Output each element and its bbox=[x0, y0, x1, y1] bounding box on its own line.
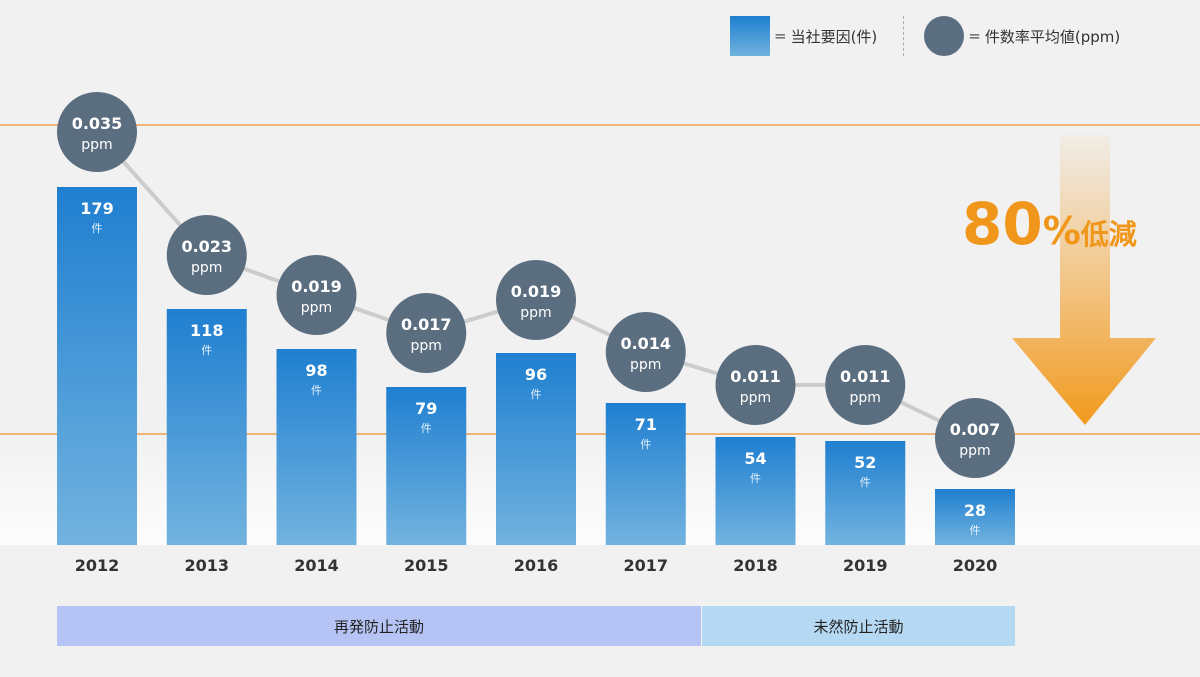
rate-unit-2018: ppm bbox=[740, 390, 771, 406]
bar-value-2017: 71 bbox=[635, 415, 657, 434]
bar-2020 bbox=[935, 489, 1015, 545]
bar-2018 bbox=[715, 437, 796, 545]
rate-value-2019: 0.011 bbox=[840, 367, 891, 386]
legend: = 当社要因(件) = 件数率平均値(ppm) bbox=[730, 14, 1120, 58]
rate-unit-2016: ppm bbox=[520, 305, 551, 321]
rate-unit-2019: ppm bbox=[850, 390, 881, 406]
rate-unit-2013: ppm bbox=[191, 260, 222, 276]
bar-unit-2020: 件 bbox=[970, 524, 981, 537]
legend-bar-swatch bbox=[730, 16, 770, 56]
rate-value-2018: 0.011 bbox=[730, 367, 781, 386]
rate-unit-2017: ppm bbox=[630, 357, 661, 373]
rate-point-2016 bbox=[496, 260, 576, 340]
bar-unit-2017: 件 bbox=[640, 438, 651, 451]
rate-value-2015: 0.017 bbox=[401, 315, 452, 334]
rate-value-2014: 0.019 bbox=[291, 277, 342, 296]
rate-value-2013: 0.023 bbox=[181, 237, 232, 256]
reduction-text: 低減 bbox=[1080, 218, 1137, 251]
bar-2013 bbox=[166, 309, 247, 545]
bar-2014 bbox=[276, 349, 357, 545]
x-tick-2015: 2015 bbox=[404, 556, 449, 575]
reduction-value: 80 bbox=[962, 190, 1043, 258]
down-arrow-icon bbox=[1012, 135, 1156, 425]
bar-unit-2018: 件 bbox=[750, 472, 761, 485]
legend-equals-2: = bbox=[968, 27, 981, 45]
x-tick-2017: 2017 bbox=[623, 556, 668, 575]
bar-value-2019: 52 bbox=[854, 453, 876, 472]
bar-unit-2012: 件 bbox=[92, 222, 103, 235]
x-tick-2016: 2016 bbox=[514, 556, 559, 575]
legend-divider bbox=[903, 16, 905, 56]
rate-unit-2015: ppm bbox=[411, 338, 442, 354]
bar-value-2018: 54 bbox=[744, 449, 766, 468]
bar-value-2020: 28 bbox=[964, 501, 986, 520]
rate-point-2018 bbox=[715, 345, 796, 425]
rate-unit-2012: ppm bbox=[81, 137, 112, 153]
reduction-percent: % bbox=[1042, 209, 1081, 253]
rate-value-2017: 0.014 bbox=[620, 334, 671, 353]
rate-point-2019 bbox=[825, 345, 906, 425]
activity-recurrence-prevention: 再発防止活動 bbox=[57, 606, 701, 646]
bar-value-2015: 79 bbox=[415, 399, 437, 418]
bar-unit-2015: 件 bbox=[421, 422, 432, 435]
bar-unit-2016: 件 bbox=[531, 388, 542, 401]
x-tick-2013: 2013 bbox=[184, 556, 229, 575]
rate-point-2012 bbox=[57, 92, 137, 172]
bar-2015 bbox=[386, 387, 467, 545]
rate-point-2013 bbox=[166, 215, 247, 295]
bar-unit-2013: 件 bbox=[201, 344, 212, 357]
rate-point-2014 bbox=[276, 255, 357, 335]
rate-unit-2014: ppm bbox=[301, 300, 332, 316]
x-tick-2019: 2019 bbox=[843, 556, 888, 575]
rate-point-2015 bbox=[386, 293, 467, 373]
bar-unit-2014: 件 bbox=[311, 384, 322, 397]
bar-2017 bbox=[605, 403, 686, 545]
bar-unit-2019: 件 bbox=[860, 476, 871, 489]
legend-bar-label: 当社要因(件) bbox=[790, 27, 878, 46]
bar-value-2012: 179 bbox=[80, 199, 113, 218]
reduction-callout: 80%低減 bbox=[962, 190, 1137, 258]
bar-value-2013: 118 bbox=[190, 321, 223, 340]
bar-2012 bbox=[57, 187, 137, 545]
x-tick-2020: 2020 bbox=[953, 556, 998, 575]
legend-dot-label: 件数率平均値(ppm) bbox=[984, 27, 1121, 46]
legend-equals: = bbox=[774, 27, 787, 45]
rate-point-2020 bbox=[935, 398, 1015, 478]
legend-dot-swatch bbox=[924, 16, 965, 56]
x-tick-2012: 2012 bbox=[75, 556, 120, 575]
rate-point-2017 bbox=[605, 312, 686, 392]
x-tick-2014: 2014 bbox=[294, 556, 339, 575]
bar-2016 bbox=[496, 353, 576, 545]
activity-proactive-prevention: 未然防止活動 bbox=[702, 606, 1015, 646]
rate-value-2012: 0.035 bbox=[72, 114, 123, 133]
bar-value-2016: 96 bbox=[525, 365, 547, 384]
rate-value-2020: 0.007 bbox=[950, 420, 1001, 439]
rate-unit-2020: ppm bbox=[959, 443, 990, 459]
x-tick-2018: 2018 bbox=[733, 556, 778, 575]
bar-value-2014: 98 bbox=[305, 361, 327, 380]
bar-2019 bbox=[825, 441, 906, 545]
rate-value-2016: 0.019 bbox=[511, 282, 562, 301]
